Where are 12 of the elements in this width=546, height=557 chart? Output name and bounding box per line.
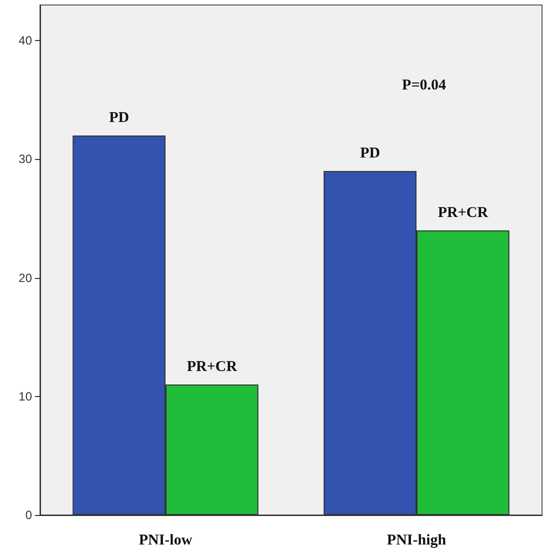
x-tick-label: PNI-high <box>386 532 447 548</box>
y-tick-label: 0 <box>25 508 32 522</box>
text: PR+CR <box>438 204 488 221</box>
y-tick-label: 30 <box>18 152 32 166</box>
x-tick-label: PNI-low <box>138 532 192 548</box>
annotation: P=0.04 <box>402 78 446 94</box>
series-label: PR+CR <box>186 359 238 376</box>
series-label: PD <box>109 110 130 126</box>
y-tick-label: 20 <box>18 270 32 285</box>
y-tick-label: 40 <box>18 34 32 48</box>
text: PD <box>360 146 380 162</box>
y-tick-label: 10 <box>18 389 32 404</box>
